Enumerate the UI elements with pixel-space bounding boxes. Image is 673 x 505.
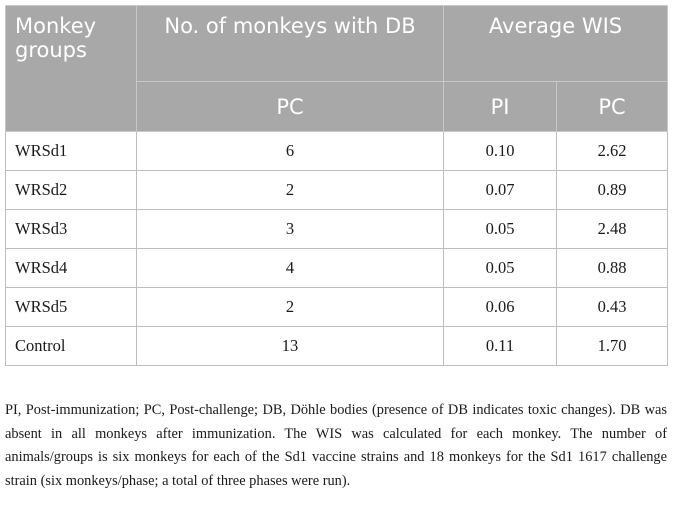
cell-group: WRSd5 <box>5 287 137 327</box>
cell-wis-pc: 1.70 <box>555 326 669 366</box>
table-row: WRSd1 6 0.10 2.62 <box>5 131 669 171</box>
cell-wis-pc: 0.43 <box>555 287 669 327</box>
cell-db-pc: 3 <box>136 209 444 249</box>
cell-db-pc: 13 <box>136 326 444 366</box>
cell-db-pc: 2 <box>136 170 444 210</box>
header-wis-pc: PC <box>555 81 669 132</box>
cell-group: WRSd2 <box>5 170 137 210</box>
header-wis-pi: PI <box>443 81 557 132</box>
table-header: Monkey groups No. of monkeys with DB Ave… <box>5 5 669 132</box>
table-row: WRSd5 2 0.06 0.43 <box>5 287 669 327</box>
table-body: WRSd1 6 0.10 2.62 WRSd2 2 0.07 0.89 WRSd… <box>5 131 669 366</box>
cell-wis-pi: 0.07 <box>443 170 557 210</box>
cell-db-pc: 6 <box>136 131 444 171</box>
cell-wis-pc: 2.48 <box>555 209 669 249</box>
table-row: WRSd4 4 0.05 0.88 <box>5 248 669 288</box>
cell-wis-pc: 0.89 <box>555 170 669 210</box>
cell-wis-pc: 0.88 <box>555 248 669 288</box>
cell-group: Control <box>5 326 137 366</box>
results-table: Monkey groups No. of monkeys with DB Ave… <box>5 5 669 366</box>
header-monkey-groups: Monkey groups <box>5 5 137 132</box>
table-footnote: PI, Post-immunization; PC, Post-challeng… <box>5 402 667 489</box>
table-row: WRSd3 3 0.05 2.48 <box>5 209 669 249</box>
cell-wis-pi: 0.06 <box>443 287 557 327</box>
cell-group: WRSd4 <box>5 248 137 288</box>
header-db-pc: PC <box>136 81 444 132</box>
cell-wis-pc: 2.62 <box>555 131 669 171</box>
cell-db-pc: 4 <box>136 248 444 288</box>
cell-wis-pi: 0.10 <box>443 131 557 171</box>
header-db-count: No. of monkeys with DB <box>136 5 444 82</box>
header-average-wis: Average WIS <box>442 5 669 82</box>
cell-group: WRSd1 <box>5 131 137 171</box>
table-row: Control 13 0.11 1.70 <box>5 326 669 366</box>
cell-wis-pi: 0.11 <box>443 326 557 366</box>
table-row: WRSd2 2 0.07 0.89 <box>5 170 669 210</box>
cell-db-pc: 2 <box>136 287 444 327</box>
cell-group: WRSd3 <box>5 209 137 249</box>
cell-wis-pi: 0.05 <box>443 209 557 249</box>
cell-wis-pi: 0.05 <box>443 248 557 288</box>
results-table-container: Monkey groups No. of monkeys with DB Ave… <box>5 5 669 366</box>
